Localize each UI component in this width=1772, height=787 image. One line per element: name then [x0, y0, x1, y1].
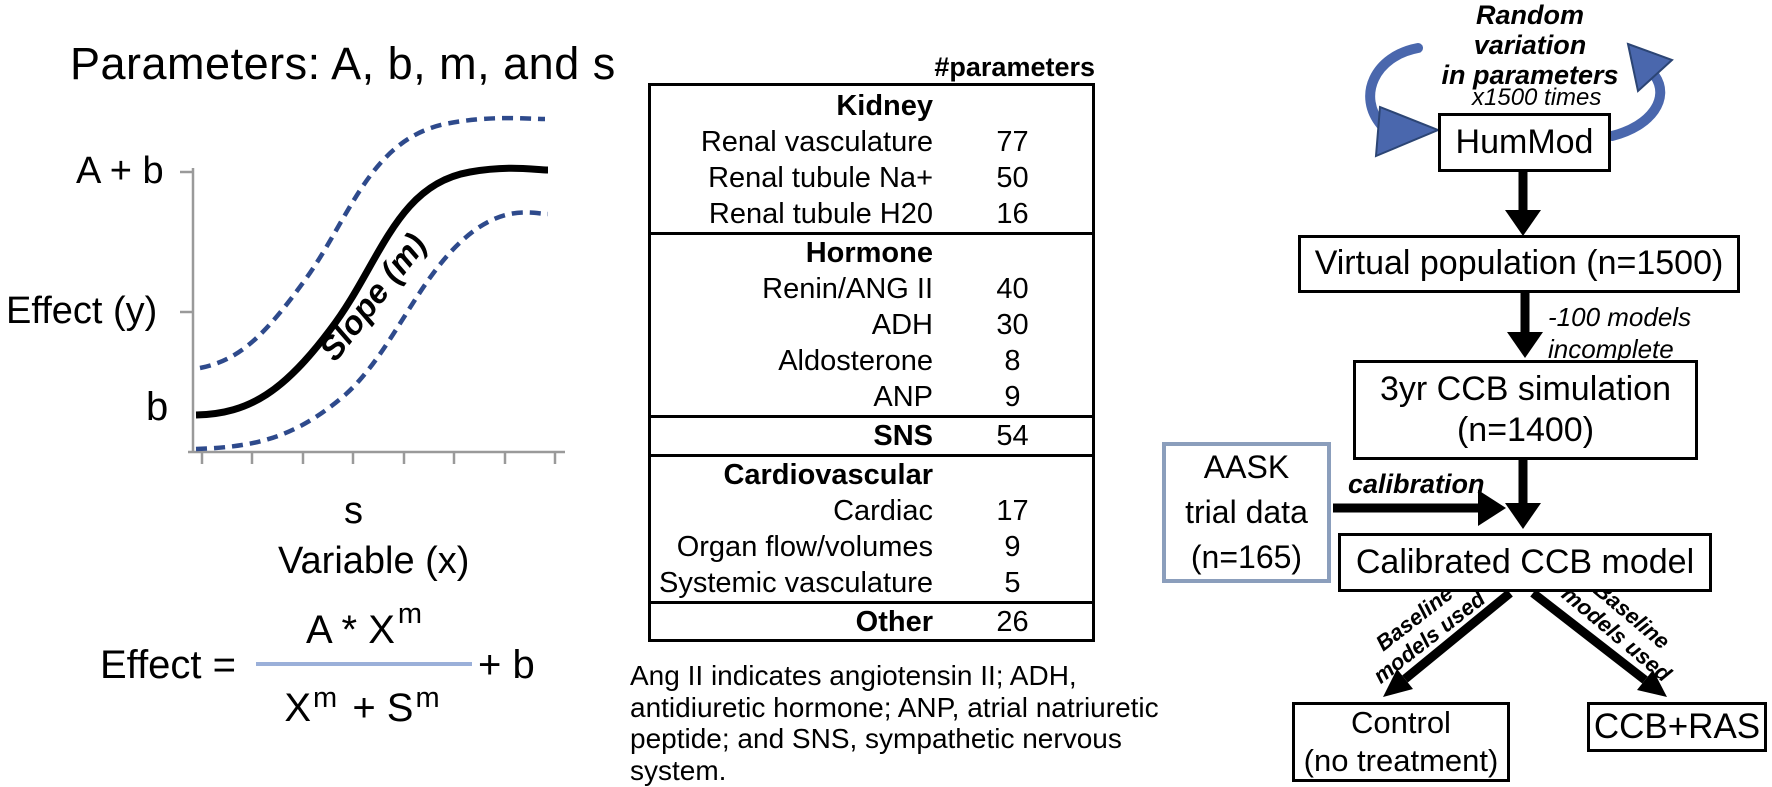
loop-arrowhead-right-icon — [1626, 42, 1674, 93]
param-count: 77 — [996, 125, 1029, 158]
left-panel-title: Parameters: A, b, m, and s — [70, 38, 616, 89]
param-count: 8 — [1004, 344, 1021, 377]
table-section-divider — [651, 232, 1092, 235]
table-row: Aldosterone 8 — [651, 343, 1092, 379]
param-label: ADH — [871, 308, 933, 341]
numerator-exponent: m — [397, 598, 423, 630]
table-section-divider — [651, 601, 1092, 604]
table-row: Other 26 — [651, 604, 1092, 640]
param-label: Cardiovascular — [723, 458, 933, 491]
arrowhead-down-2-icon — [1507, 332, 1543, 358]
param-label: Renal tubule H20 — [708, 197, 933, 230]
denominator-exponent-1: m — [313, 682, 338, 714]
param-label: Renin/ANG II — [762, 272, 933, 305]
param-count: 5 — [1004, 566, 1021, 599]
table-row: Cardiovascular — [651, 457, 1092, 493]
parameters-table: Kidney Renal vasculature 77 Renal tubule Na… — [648, 83, 1095, 642]
denominator-exponent-2: m — [415, 682, 440, 714]
param-count: 17 — [996, 494, 1029, 527]
calibrated-model-box: Calibrated CCB model — [1338, 533, 1712, 592]
arrow-to-control — [1402, 589, 1513, 683]
denominator-x: X — [284, 686, 312, 730]
equation-denominator: Xm + Sm — [256, 684, 472, 730]
incomplete-annotation: -100 models incomplete — [1548, 302, 1692, 364]
hummod-box: HumMod — [1438, 113, 1611, 172]
table-row: ANP 9 — [651, 379, 1092, 415]
param-count: 16 — [996, 197, 1029, 230]
control-box: Control (no treatment) — [1292, 702, 1510, 782]
table-column-header: #parameters — [934, 52, 1095, 82]
param-count: 54 — [996, 419, 1029, 452]
loop-arrow-left-arc — [1365, 43, 1423, 131]
param-label: Cardiac — [833, 494, 933, 527]
table-row: SNS 54 — [651, 418, 1092, 454]
table-row: Renal tubule Na+ 50 — [651, 160, 1092, 196]
virtual-population-box: Virtual population (n=1500) — [1298, 235, 1740, 293]
table-row: Cardiac 17 — [651, 493, 1092, 529]
arrowhead-diag-left-icon — [1383, 669, 1413, 697]
param-count: 26 — [996, 605, 1029, 638]
param-label: Renal tubule Na+ — [708, 161, 933, 194]
equation-lhs: Effect = — [100, 643, 237, 687]
ccb-simulation-box: 3yr CCB simulation (n=1400) — [1353, 360, 1698, 460]
table-row: Renal vasculature 77 — [651, 124, 1092, 160]
table-row: Renin/ANG II 40 — [651, 271, 1092, 307]
flow-arrow-shafts — [1333, 172, 1648, 684]
denominator-s: S — [386, 686, 414, 730]
loop-arrow-right-arc — [1607, 71, 1666, 141]
param-label: Hormone — [805, 236, 933, 269]
param-label: Systemic vasculature — [659, 566, 933, 599]
table-row: Kidney — [651, 88, 1092, 124]
arrowhead-down-3-icon — [1505, 503, 1541, 529]
loop-annotation: Random variation in parameters — [1441, 0, 1619, 90]
param-label: Aldosterone — [778, 344, 933, 377]
param-label: SNS — [873, 419, 933, 452]
param-count: 50 — [996, 161, 1029, 194]
table-row: Renal tubule H20 16 — [651, 196, 1092, 232]
sigmoid-curve — [195, 164, 549, 419]
table-row: Organ flow/volumes 9 — [651, 529, 1092, 565]
param-count: 40 — [996, 272, 1029, 305]
table-row: Systemic vasculature 5 — [651, 565, 1092, 601]
fraction-line — [256, 662, 472, 666]
calibration-annotation: calibration — [1348, 469, 1485, 499]
param-count: 9 — [1004, 380, 1021, 413]
numerator-base: A * X — [305, 608, 395, 652]
arrowhead-right-icon — [1478, 490, 1506, 526]
param-label: Kidney — [836, 89, 933, 122]
x-tick-label-s: s — [344, 490, 363, 532]
param-label: ANP — [873, 380, 933, 413]
y-min-label: b — [146, 385, 169, 429]
y-max-label: A + b — [76, 150, 164, 192]
flowchart-arrows — [1333, 42, 1674, 697]
param-label: Organ flow/volumes — [676, 530, 933, 563]
sigmoid-plot — [180, 115, 565, 464]
table-row: Hormone — [651, 235, 1092, 271]
x-axis-title: Variable (x) — [278, 540, 470, 582]
flow-arrowheads — [1383, 210, 1667, 697]
param-label: Other — [855, 605, 933, 638]
loop-arrowhead-left-icon — [1374, 105, 1441, 158]
equation-suffix: + b — [478, 643, 535, 687]
denominator-plus: + — [352, 686, 376, 730]
arrowhead-down-1-icon — [1505, 210, 1541, 236]
table-section-divider — [651, 454, 1092, 457]
y-axis-title: Effect (y) — [6, 290, 158, 332]
aask-trial-data-box: AASK trial data (n=165) — [1162, 442, 1331, 583]
param-count: 9 — [1004, 530, 1021, 563]
x-ticks — [200, 452, 557, 464]
arrow-to-ccbras — [1530, 589, 1648, 684]
param-count: 30 — [996, 308, 1029, 341]
upper-band-curve — [199, 115, 546, 371]
table-caption: Ang II indicates angiotensin II; ADH, an… — [630, 660, 1159, 786]
ccb-ras-box: CCB+RAS — [1587, 702, 1767, 752]
arrowhead-diag-right-icon — [1637, 670, 1667, 697]
table-row: ADH 30 — [651, 307, 1092, 343]
iterations-annotation: x1500 times — [1472, 84, 1602, 111]
lower-band-curve — [195, 210, 549, 452]
param-label: Renal vasculature — [700, 125, 933, 158]
table-section-divider — [651, 415, 1092, 418]
